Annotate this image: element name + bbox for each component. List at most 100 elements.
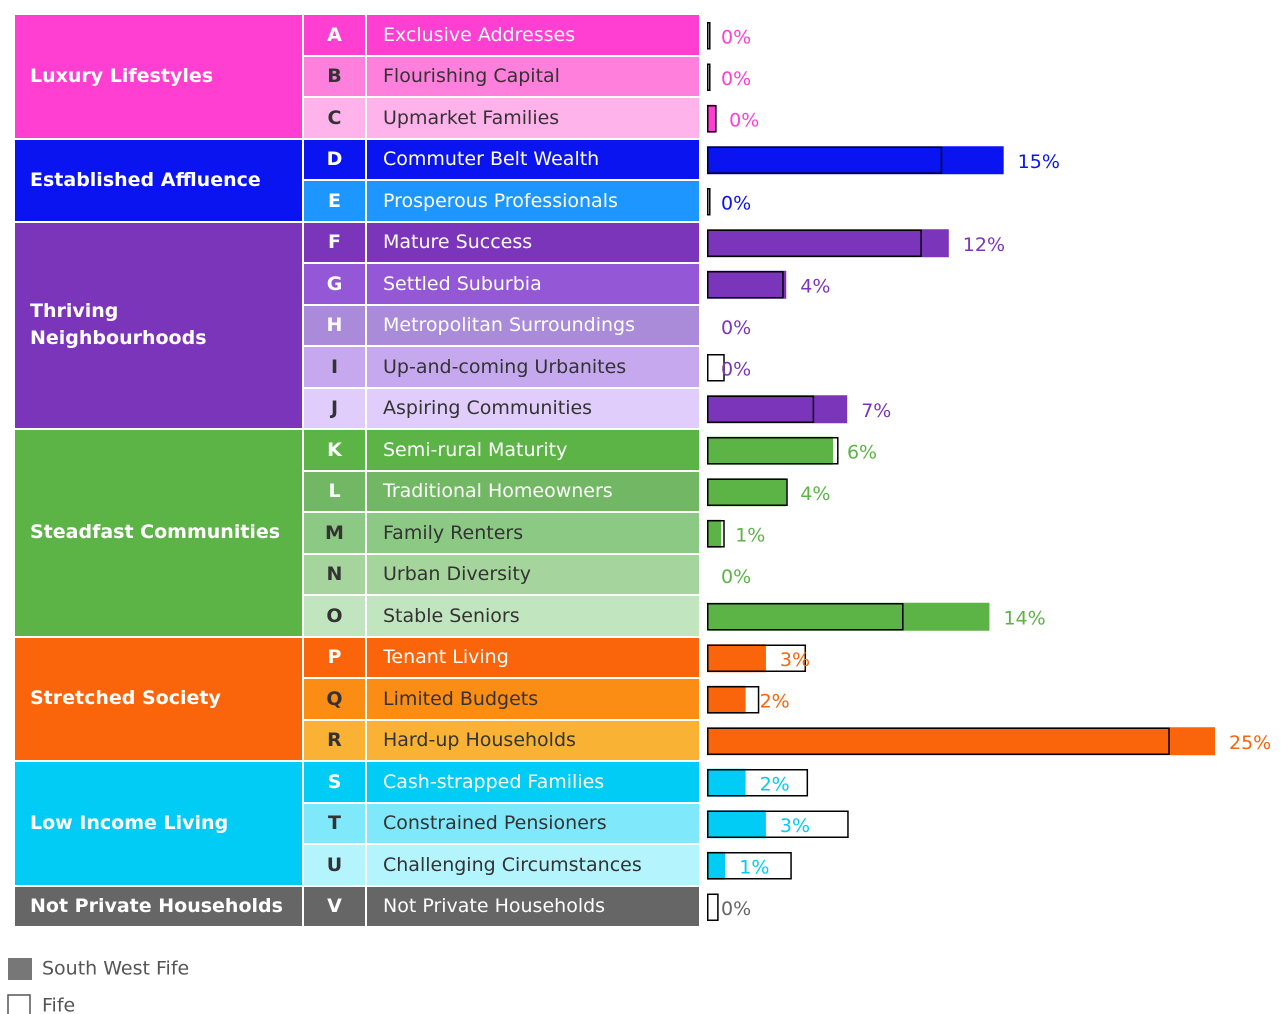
segment-letter: F xyxy=(304,222,367,264)
segment-name: Prosperous Professionals xyxy=(367,181,701,223)
segment-letter: I xyxy=(304,347,367,389)
segment-letter: N xyxy=(304,554,367,596)
value-label: 12% xyxy=(963,234,1005,256)
group-cell: Established Affluence xyxy=(15,139,304,223)
bar xyxy=(707,685,746,714)
outline-bar xyxy=(707,63,711,91)
segment-letter: A xyxy=(304,15,367,57)
value-label: 3% xyxy=(780,649,810,671)
segment-name: Settled Suburbia xyxy=(367,264,701,306)
outline-bar xyxy=(707,686,760,714)
group-cell: Low Income Living xyxy=(15,762,304,887)
value-label: 0% xyxy=(729,109,759,131)
value-label: 2% xyxy=(760,690,790,712)
segment-letter: C xyxy=(304,98,367,140)
segment-name: Metropolitan Surroundings xyxy=(367,305,701,347)
segment-name: Not Private Households xyxy=(367,886,701,928)
segment-letter: O xyxy=(304,596,367,638)
segment-letter: R xyxy=(304,720,367,762)
bar xyxy=(707,229,949,258)
value-label: 15% xyxy=(1018,151,1060,173)
outline-bar xyxy=(707,354,725,382)
outline-bar xyxy=(707,893,719,921)
bar xyxy=(707,436,833,465)
segment-name: Mature Success xyxy=(367,222,701,264)
segment-letter: E xyxy=(304,181,367,223)
outline-bar xyxy=(707,105,717,133)
segment-name: Aspiring Communities xyxy=(367,388,701,430)
outline-bar xyxy=(707,437,839,465)
value-label: 0% xyxy=(721,317,751,339)
bar xyxy=(707,851,726,880)
group-cell: Not Private Households xyxy=(15,886,304,928)
outline-bar xyxy=(707,229,922,257)
legend-swatch xyxy=(8,958,32,980)
value-label: 2% xyxy=(760,773,790,795)
outline-bar xyxy=(707,852,792,880)
segment-name: Tenant Living xyxy=(367,637,701,679)
segment-letter: J xyxy=(304,388,367,430)
value-label: 1% xyxy=(735,524,765,546)
segment-letter: U xyxy=(304,845,367,887)
value-label: 3% xyxy=(780,815,810,837)
value-label: 7% xyxy=(861,400,891,422)
outline-bar xyxy=(707,644,807,672)
outline-bar xyxy=(707,22,711,50)
value-label: 0% xyxy=(721,358,751,380)
outline-bar xyxy=(707,603,904,631)
value-label: 6% xyxy=(847,441,877,463)
bar xyxy=(707,104,716,133)
value-label: 4% xyxy=(800,275,830,297)
segment-letter: G xyxy=(304,264,367,306)
bar xyxy=(707,602,990,631)
bar xyxy=(707,644,766,673)
segment-name: Limited Budgets xyxy=(367,679,701,721)
value-label: 0% xyxy=(721,68,751,90)
outline-bar xyxy=(707,188,711,216)
outline-bar xyxy=(707,727,1170,755)
outline-bar xyxy=(707,395,815,423)
segment-name: Commuter Belt Wealth xyxy=(367,139,701,181)
segment-letter: D xyxy=(304,139,367,181)
segment-name: Up-and-coming Urbanites xyxy=(367,347,701,389)
segment-letter: Q xyxy=(304,679,367,721)
segment-name: Hard-up Households xyxy=(367,720,701,762)
legend-label: South West Fife xyxy=(42,958,189,980)
legend-label: Fife xyxy=(42,995,75,1014)
bar xyxy=(707,727,1215,756)
segment-name: Family Renters xyxy=(367,513,701,555)
value-label: 14% xyxy=(1003,607,1045,629)
segment-name: Urban Diversity xyxy=(367,554,701,596)
segment-letter: S xyxy=(304,762,367,804)
group-cell: Steadfast Communities xyxy=(15,430,304,638)
segment-letter: V xyxy=(304,886,367,928)
group-cell: Stretched Society xyxy=(15,637,304,762)
outline-bar xyxy=(707,769,809,797)
bar xyxy=(707,519,722,548)
bar xyxy=(707,395,848,424)
segment-name: Traditional Homeowners xyxy=(367,471,701,513)
segment-name: Cash-strapped Families xyxy=(367,762,701,804)
value-label: 1% xyxy=(739,856,769,878)
bar xyxy=(707,768,746,797)
outline-bar xyxy=(707,478,788,506)
segment-name: Challenging Circumstances xyxy=(367,845,701,887)
value-label: 0% xyxy=(721,192,751,214)
segment-letter: P xyxy=(304,637,367,679)
bar xyxy=(707,270,787,299)
value-label: 0% xyxy=(721,26,751,48)
outline-bar xyxy=(707,271,784,299)
segment-name: Constrained Pensioners xyxy=(367,803,701,845)
value-label: 4% xyxy=(800,483,830,505)
legend-swatch xyxy=(7,994,31,1014)
value-label: 0% xyxy=(721,898,751,920)
segment-name: Exclusive Addresses xyxy=(367,15,701,57)
bar xyxy=(707,478,787,507)
segment-letter: T xyxy=(304,803,367,845)
segment-name: Flourishing Capital xyxy=(367,56,701,98)
bar xyxy=(707,146,1004,175)
segment-name: Stable Seniors xyxy=(367,596,701,638)
group-cell: Thriving Neighbourhoods xyxy=(15,222,304,430)
